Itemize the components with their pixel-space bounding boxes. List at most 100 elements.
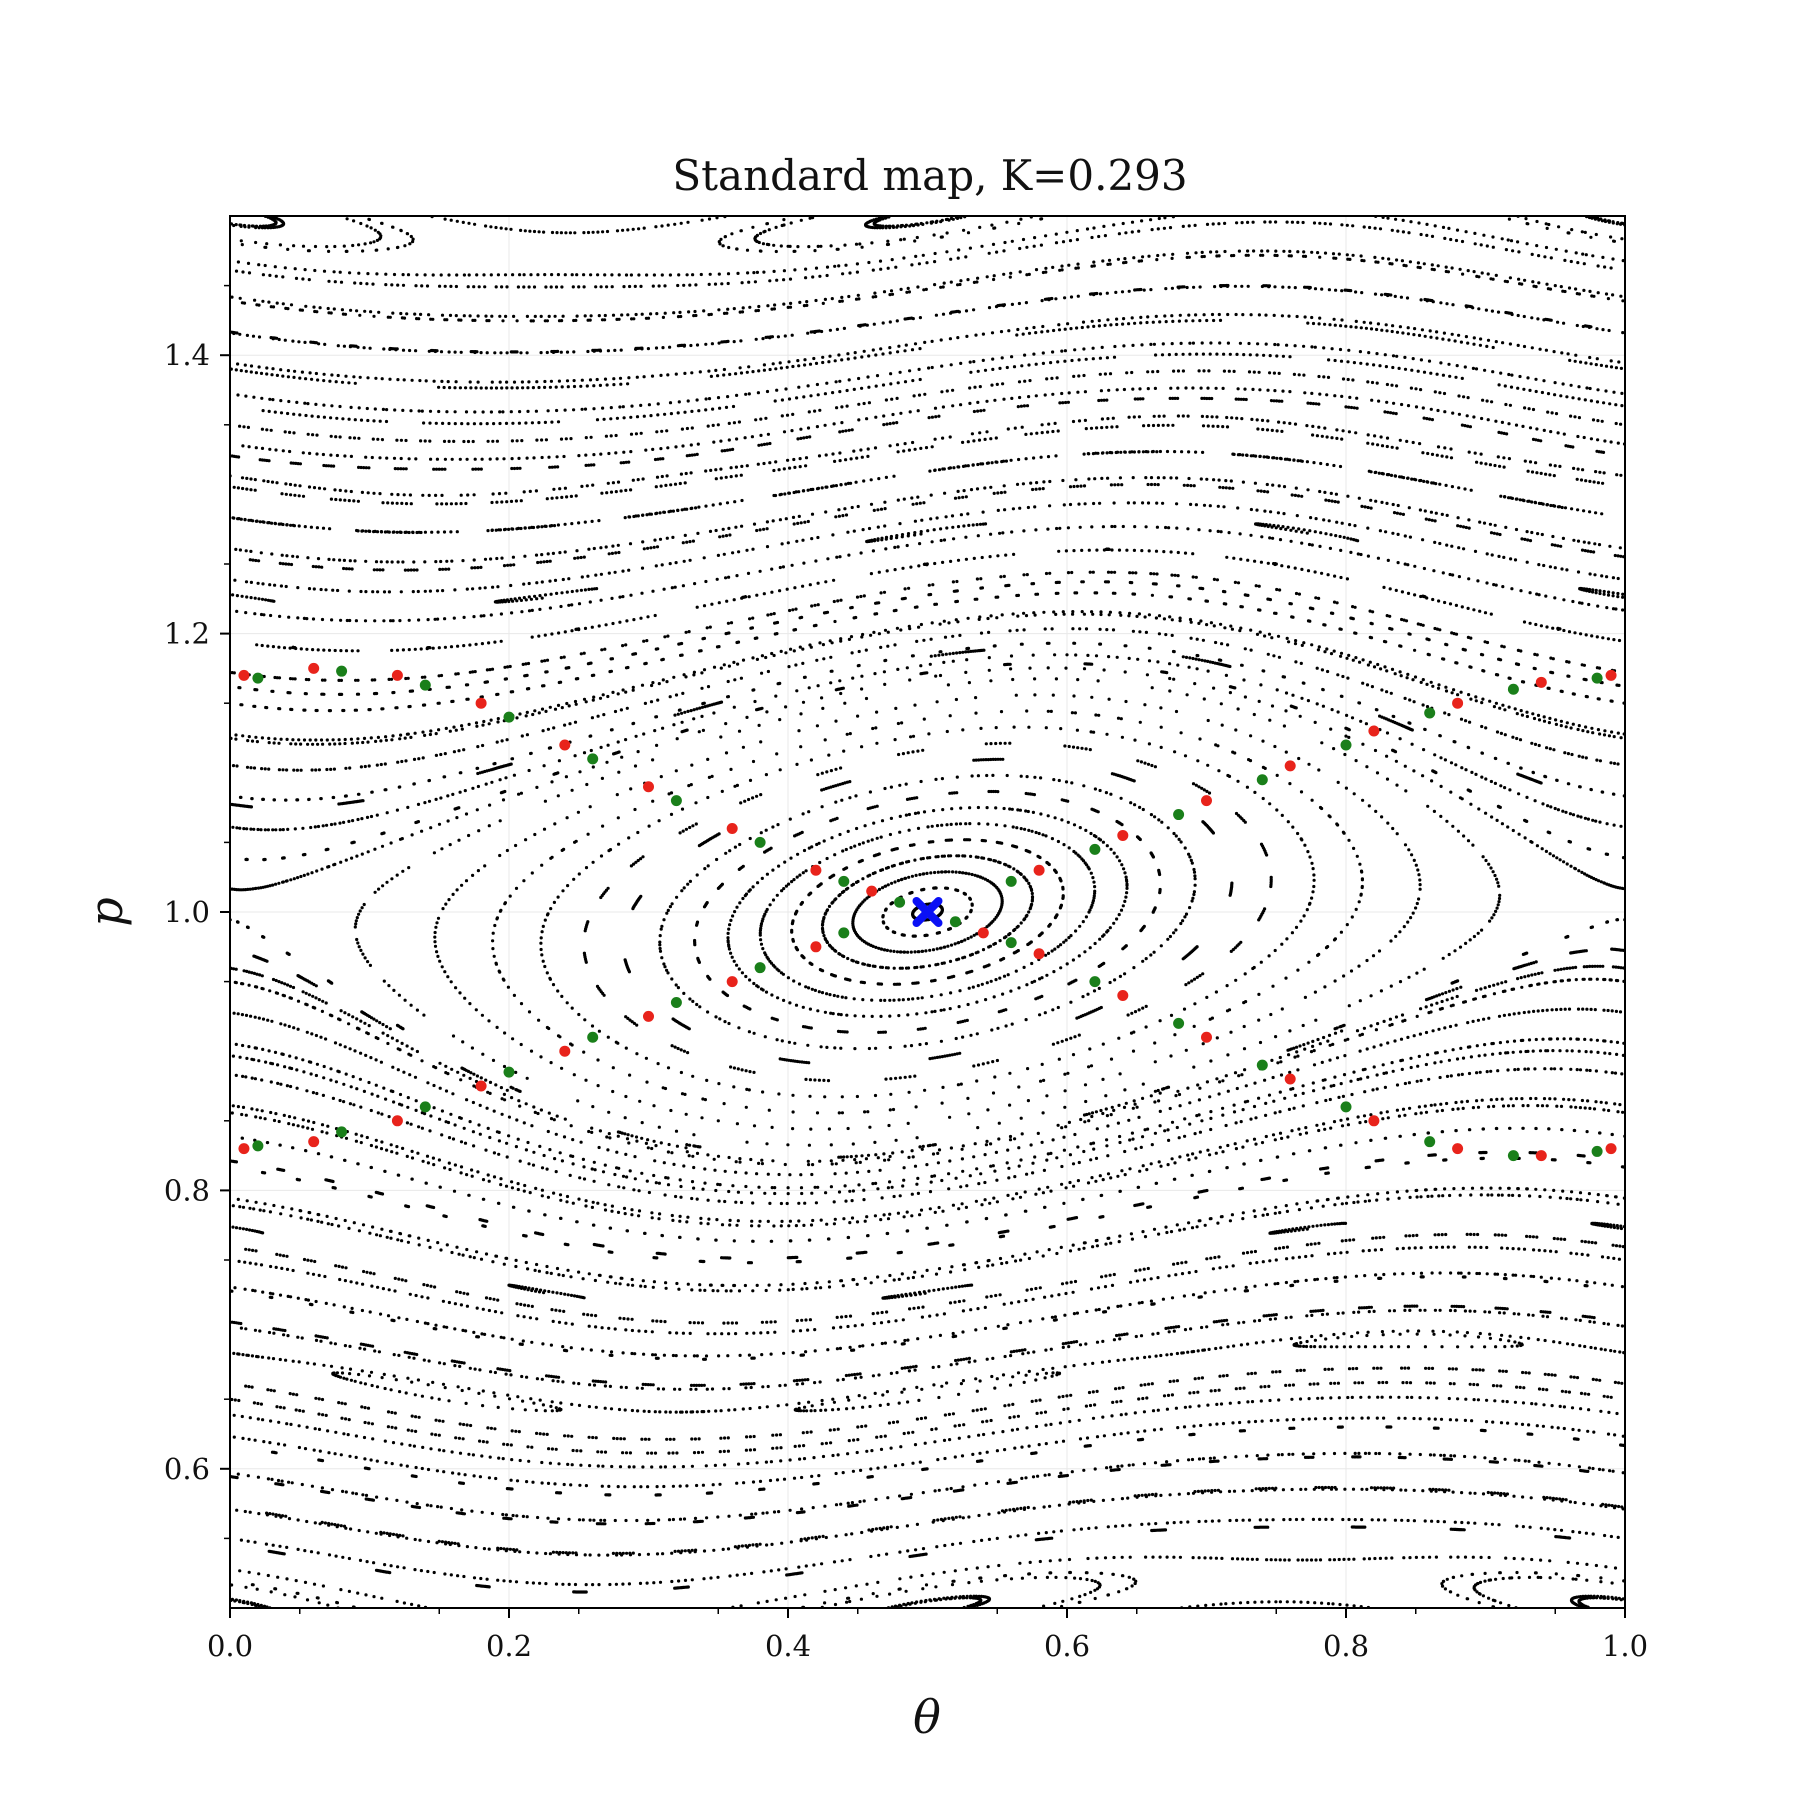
stable-manifold-point (503, 1066, 515, 1078)
orbit (353, 677, 1502, 1147)
unstable-manifold-point (810, 864, 822, 876)
x-tick-label: 1.0 (1602, 1629, 1648, 1663)
stable-manifold-point (1424, 707, 1436, 719)
orbit (231, 449, 1604, 534)
unstable-manifold-point (238, 669, 250, 681)
stable-manifold-point (949, 916, 961, 928)
stable-manifold-point (252, 672, 264, 684)
orbit (231, 1193, 1620, 1293)
orbit (231, 1096, 1622, 1223)
x-tick-label: 0.4 (765, 1629, 811, 1663)
unstable-manifold-point (1452, 1143, 1464, 1155)
stable-manifold-point (587, 1031, 599, 1043)
orbit (238, 216, 1618, 1608)
stable-manifold-point (419, 1101, 431, 1113)
unstable-manifold-point (391, 1115, 403, 1127)
unstable-manifold-point (1033, 864, 1045, 876)
unstable-manifold-point (1605, 669, 1617, 681)
orbit (539, 725, 1316, 1099)
unstable-manifold-point (810, 941, 822, 953)
unstable-manifold-point (1452, 697, 1464, 709)
unstable-manifold-point (1535, 676, 1547, 688)
unstable-manifold-point (726, 822, 738, 834)
orbit (758, 822, 1097, 1002)
orbit (232, 1329, 1625, 1414)
stable-manifold-point (1256, 774, 1268, 786)
y-tick-label: 1.4 (164, 338, 210, 372)
x-tick-label: 0.2 (486, 1629, 532, 1663)
orbit (230, 396, 1606, 471)
y-tick-label: 0.8 (164, 1173, 210, 1207)
orbit (265, 1485, 1624, 1555)
unstable-manifold-point (643, 781, 654, 793)
orbit (230, 612, 1623, 746)
orbit (230, 918, 1625, 1149)
orbit (230, 1304, 1596, 1387)
y-tick-label: 1.0 (164, 895, 210, 929)
orbit (270, 1425, 1625, 1497)
orbit (881, 886, 974, 938)
unstable-manifold-point (866, 885, 878, 897)
y-tick-label: 1.2 (164, 617, 210, 651)
orbit (235, 524, 1625, 623)
orbit (231, 522, 1625, 604)
orbit (693, 789, 1162, 1034)
orbit (236, 312, 1621, 384)
orbit (239, 1517, 1620, 1587)
orbit (238, 369, 1623, 444)
orbit (241, 386, 1625, 461)
unstable-manifold-point (1117, 990, 1129, 1002)
orbit (232, 450, 1564, 535)
orbit (237, 1245, 1622, 1336)
orbit (231, 627, 1620, 772)
orbit (582, 741, 1273, 1083)
stable-manifold-point (1256, 1059, 1268, 1071)
unstable-manifold-point (308, 662, 320, 674)
orbit (230, 1275, 1589, 1361)
orbit (233, 1271, 1625, 1358)
orbit (230, 964, 1625, 1163)
orbit (261, 352, 1624, 426)
orbit (331, 1332, 1524, 1413)
unstable-manifold-point (1201, 795, 1212, 807)
stable-manifold-point (670, 996, 682, 1008)
unstable-manifold-point (1201, 1031, 1212, 1043)
orbit (240, 217, 1625, 1608)
orbit (230, 1455, 1590, 1526)
x-axis-label: θ (913, 1690, 941, 1744)
stable-manifold-point (1507, 1150, 1519, 1162)
x-tick-label: 0.6 (1044, 1629, 1090, 1663)
orbit (238, 641, 1625, 802)
stable-manifold-point (754, 836, 766, 848)
orbit (230, 1104, 1625, 1228)
orbit (232, 423, 1605, 506)
x-tick-label: 0.0 (207, 1629, 253, 1663)
stable-manifold-point (1424, 1136, 1436, 1148)
stable-manifold-point (1005, 875, 1017, 887)
orbit (234, 1067, 1624, 1206)
orbit (790, 838, 1065, 986)
chart-title: Standard map, K=0.293 (672, 151, 1187, 200)
stable-manifold-point (1089, 976, 1101, 988)
orbit (623, 757, 1234, 1065)
orbit (230, 648, 1543, 809)
axis-ticks: 0.0 0.2 0.4 0.6 0.8 1.0 0.6 0.8 1.0 1.2 1.4 (164, 284, 1648, 1663)
orbit (230, 249, 1623, 318)
orbit (433, 693, 1422, 1131)
unstable-manifold-point (1535, 1150, 1547, 1162)
stable-manifold-point (503, 711, 515, 723)
unstable-manifold-point (308, 1136, 320, 1148)
stable-manifold-point (1005, 937, 1017, 949)
stable-manifold-point (894, 896, 906, 908)
orbit (234, 220, 1613, 289)
unstable-manifold-point (1117, 829, 1129, 841)
poincare-orbits (230, 216, 1625, 1608)
orbit (234, 1037, 1625, 1190)
orbit (234, 610, 1625, 742)
stable-manifold-point (754, 962, 766, 974)
unstable-manifold-point (1368, 1115, 1380, 1127)
orbit (230, 666, 1625, 892)
orbit (230, 1150, 1586, 1260)
orbit (726, 805, 1129, 1018)
y-tick-label: 0.6 (164, 1452, 210, 1486)
